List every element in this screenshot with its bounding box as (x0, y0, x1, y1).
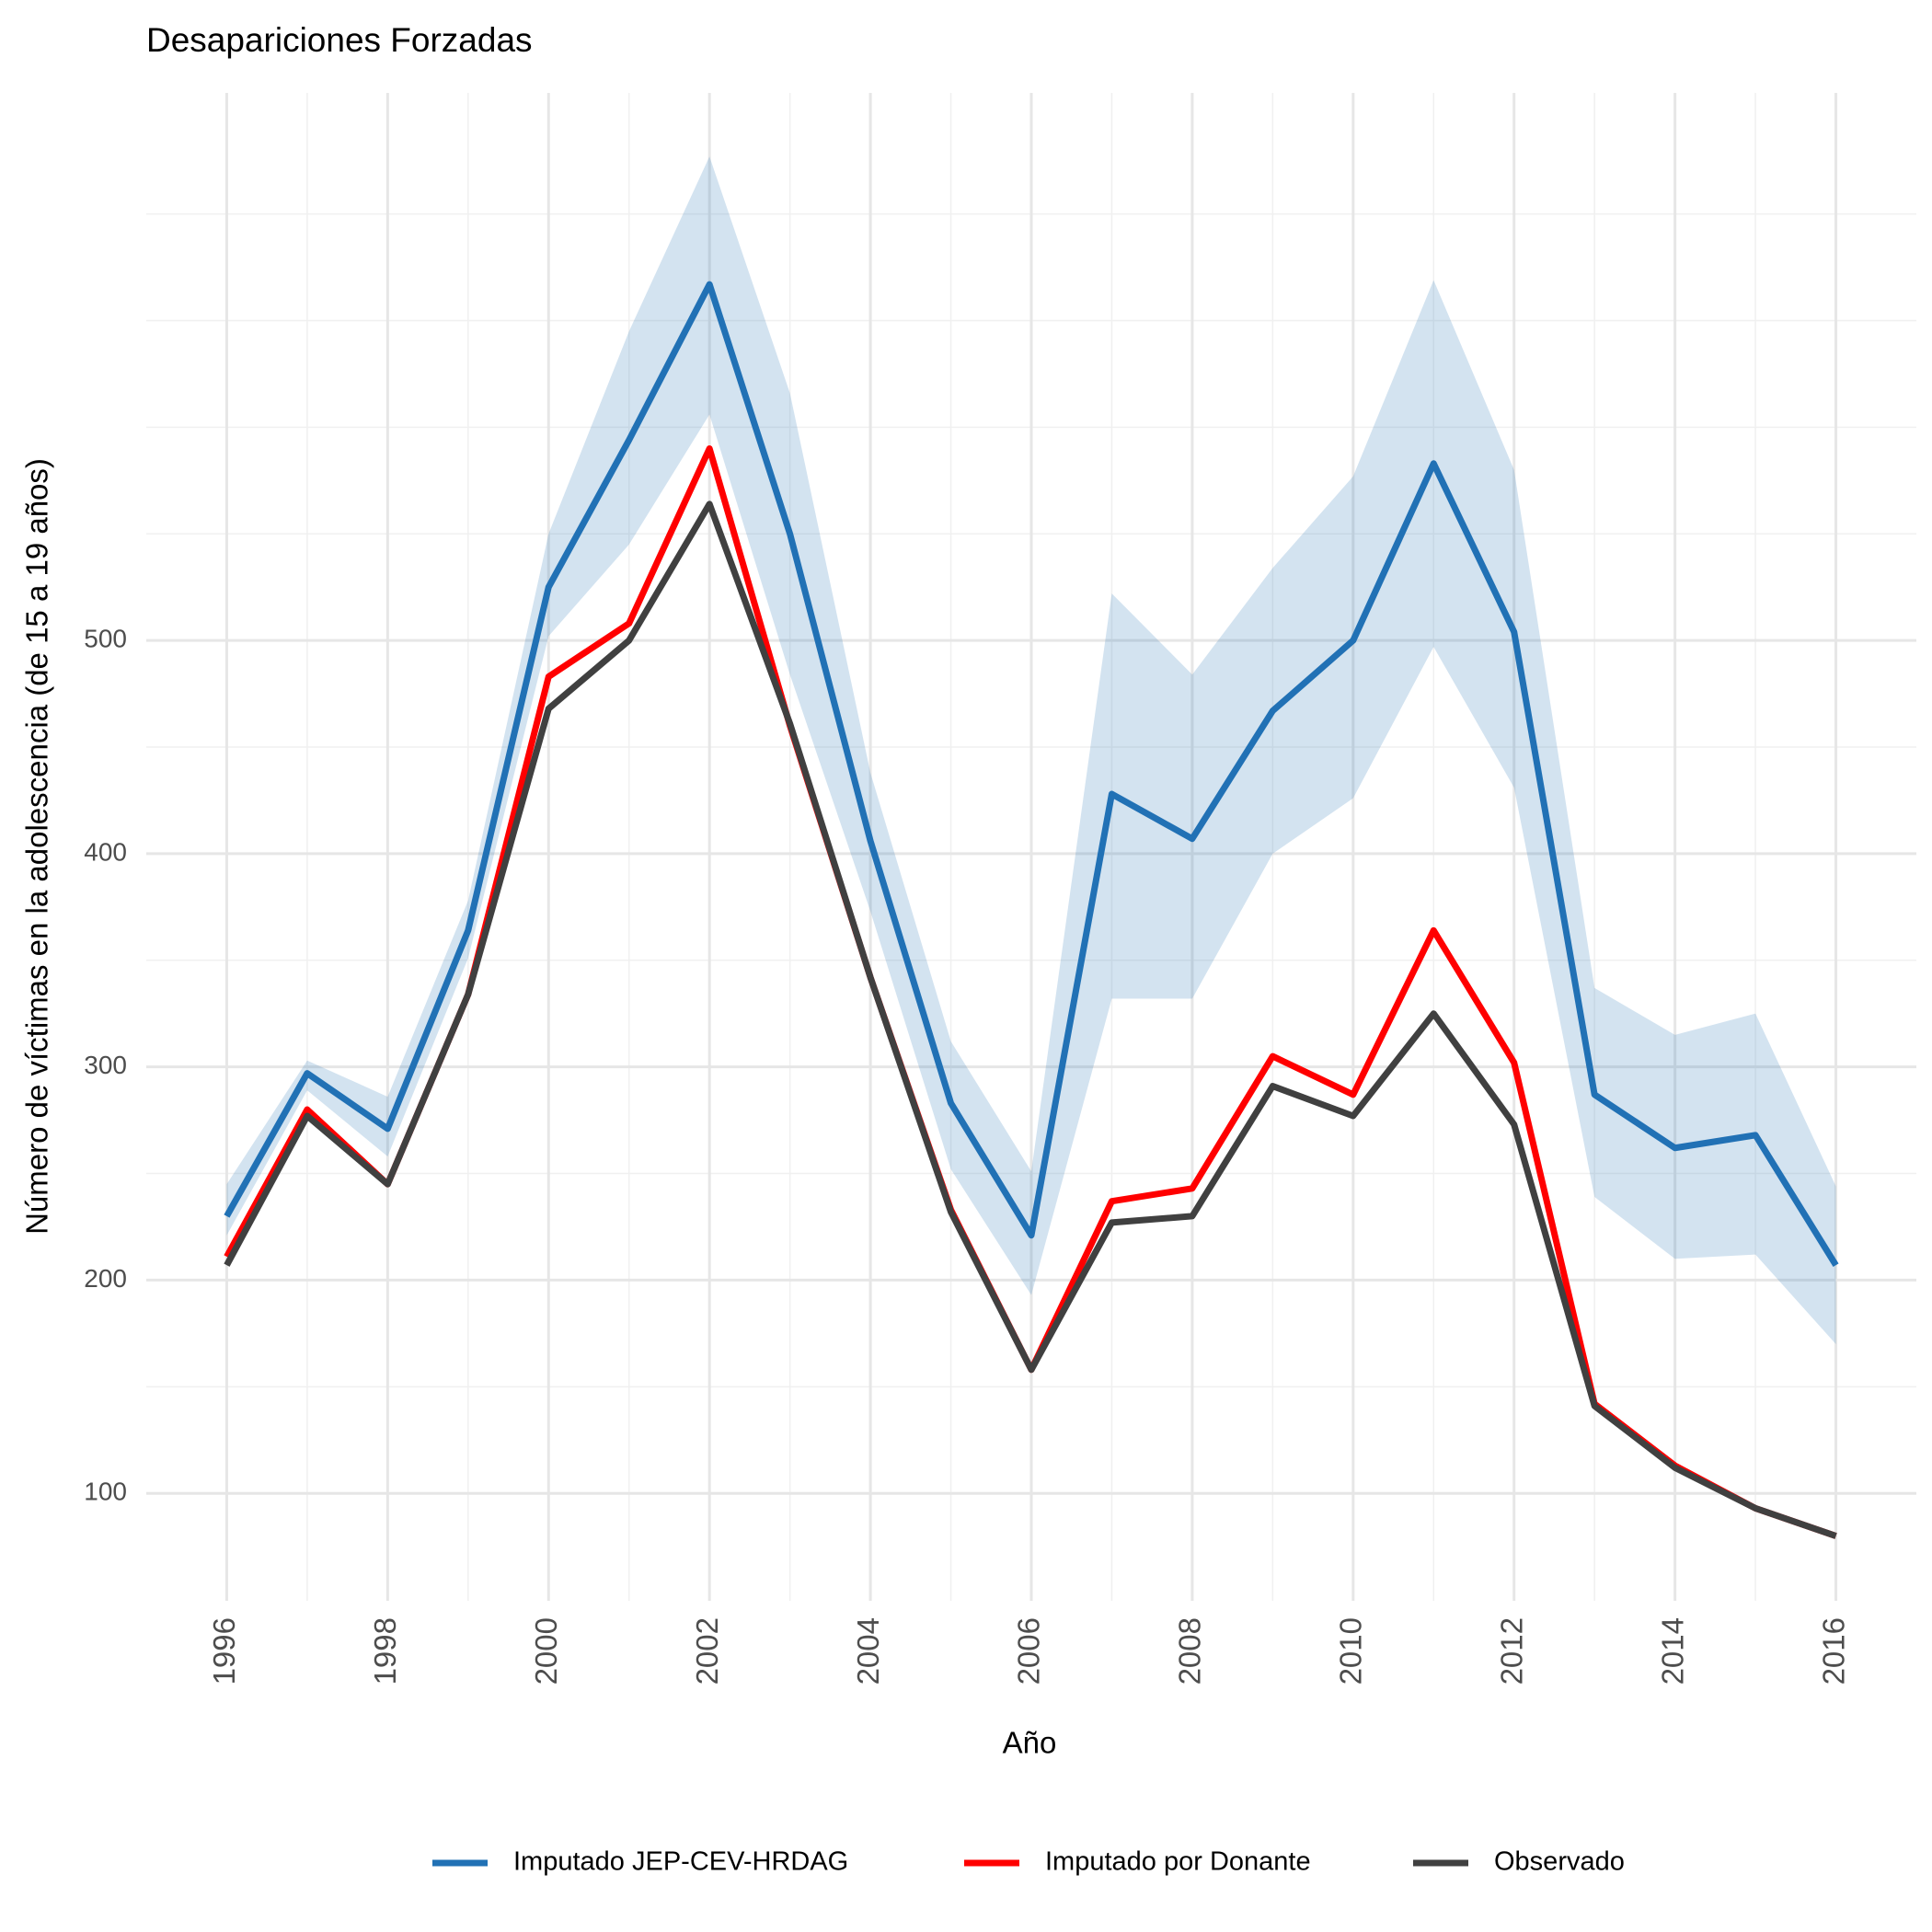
y-tick-label: 400 (84, 837, 127, 866)
x-tick-label: 1996 (207, 1617, 241, 1685)
y-tick-label: 300 (84, 1051, 127, 1079)
y-tick-label: 200 (84, 1264, 127, 1293)
x-tick-label: 2016 (1816, 1617, 1850, 1685)
x-tick-label: 1998 (368, 1617, 402, 1685)
x-tick-label: 2006 (1012, 1617, 1046, 1685)
x-axis-label: Año (1003, 1726, 1057, 1760)
legend-label: Imputado JEP-CEV-HRDAG (513, 1847, 848, 1877)
x-tick-label: 2004 (851, 1617, 885, 1685)
x-tick-label: 2008 (1173, 1617, 1207, 1685)
confidence-band (226, 156, 1836, 1344)
x-tick-label: 2012 (1494, 1617, 1528, 1685)
y-tick-label: 500 (84, 625, 127, 653)
chart-title: Desapariciones Forzadas (146, 21, 533, 59)
y-tick-label: 100 (84, 1478, 127, 1506)
x-tick-label: 2010 (1334, 1617, 1368, 1685)
x-tick-label: 2014 (1655, 1617, 1689, 1685)
y-axis-label: Número de víctimas en la adolescencia (d… (20, 458, 54, 1235)
series-line (224, 500, 1837, 1539)
x-tick-label: 2002 (690, 1617, 724, 1685)
legend-label: Observado (1494, 1847, 1625, 1877)
x-tick-label: 2000 (529, 1617, 563, 1685)
series-line (224, 281, 1839, 1268)
legend-label: Imputado por Donante (1045, 1847, 1311, 1877)
